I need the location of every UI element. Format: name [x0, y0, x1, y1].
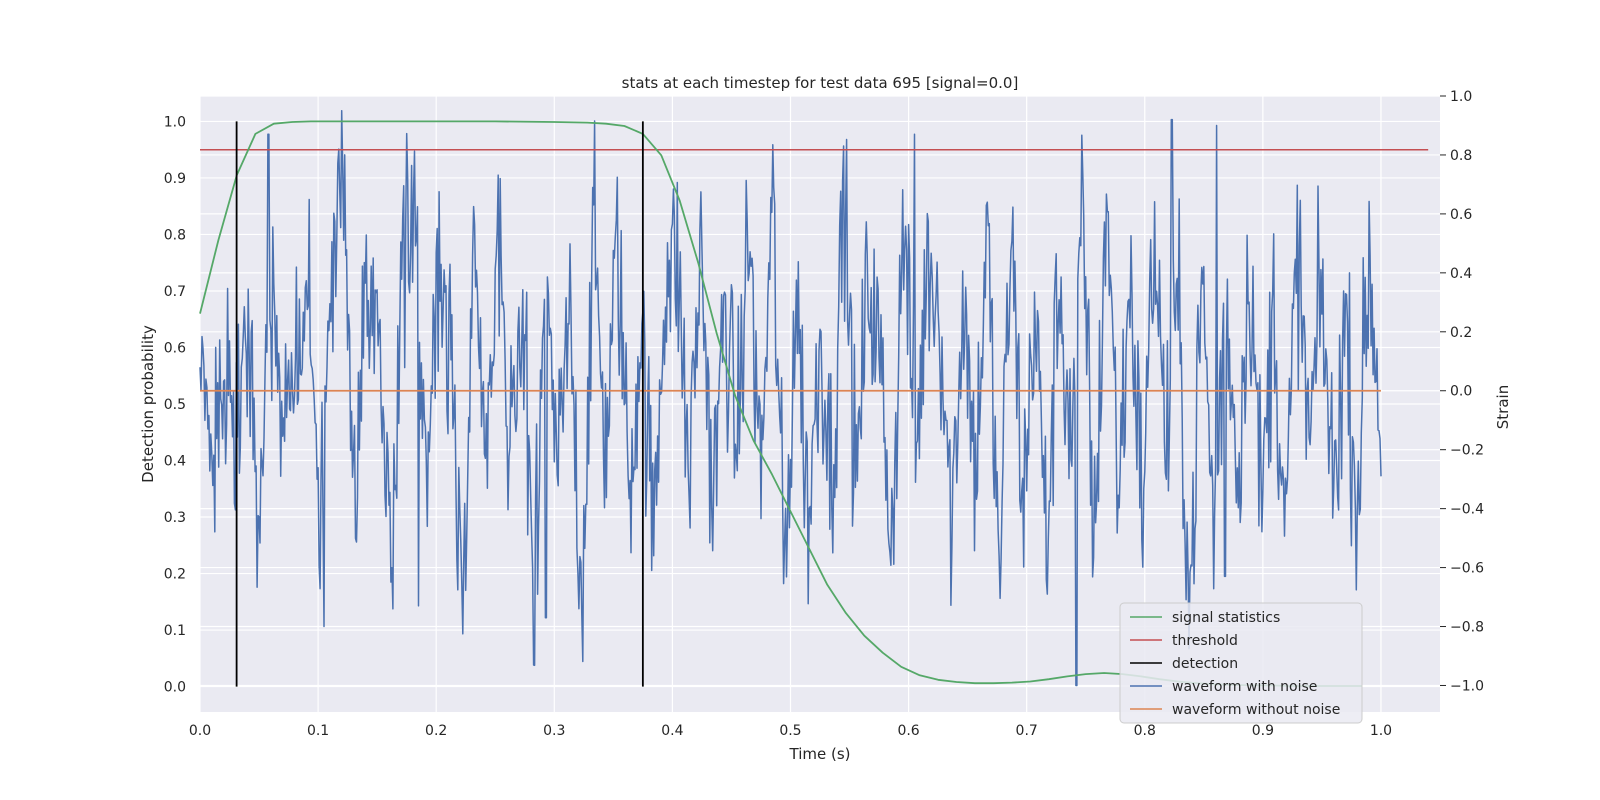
x-tick-label: 1.0 — [1370, 723, 1392, 739]
x-tick-label: 0.3 — [543, 723, 565, 739]
legend-label-noisy: waveform with noise — [1172, 679, 1317, 695]
y-right-tick-label: 0.8 — [1450, 148, 1472, 164]
x-tick-label: 0.9 — [1252, 723, 1274, 739]
legend-label-clean: waveform without noise — [1172, 702, 1340, 718]
x-tick-label: 0.5 — [779, 723, 801, 739]
x-tick-label: 0.2 — [425, 723, 447, 739]
y-left-tick-label: 0.9 — [164, 171, 186, 187]
y-left-tick-label: 0.3 — [164, 510, 186, 526]
y-right-tick-label: 0.0 — [1450, 384, 1472, 400]
y-right-tick-label: −0.2 — [1450, 443, 1484, 459]
y-right-tick-label: 0.4 — [1450, 266, 1472, 282]
y-left-tick-label: 0.1 — [164, 623, 186, 639]
y-left-tick-label: 0.8 — [164, 227, 186, 243]
ticks-layer: 0.0 0.1 0.2 0.3 0.4 0.5 0.6 0.7 0.8 0.9 1.0 0.0 0.1 0… — [164, 89, 1484, 739]
x-tick-label: 0.1 — [307, 723, 329, 739]
y-left-tick-label: 0.7 — [164, 284, 186, 300]
x-axis-label: Time (s) — [789, 745, 851, 763]
series-waveform-with-noise — [199, 109, 1382, 687]
y-left-tick-label: 1.0 — [164, 114, 186, 130]
y-right-tick-label: 0.2 — [1450, 325, 1472, 341]
x-tick-label: 0.7 — [1016, 723, 1038, 739]
y-right-tick-label: 1.0 — [1450, 89, 1472, 105]
x-tick-label: 0.0 — [189, 723, 211, 739]
y-axis-right-label: Strain — [1494, 385, 1512, 429]
y-right-tick-label: 0.6 — [1450, 207, 1472, 223]
y-right-tick-label: −1.0 — [1450, 678, 1484, 694]
chart-title: stats at each timestep for test data 695… — [622, 74, 1019, 92]
y-left-tick-label: 0.6 — [164, 340, 186, 356]
legend-label-detection: detection — [1172, 656, 1238, 672]
y-left-tick-label: 0.5 — [164, 397, 186, 413]
y-right-tick-label: −0.6 — [1450, 561, 1484, 577]
y-left-tick-label: 0.0 — [164, 680, 186, 696]
legend: signal statistics threshold detection wa… — [1119, 602, 1363, 724]
x-tick-label: 0.8 — [1134, 723, 1156, 739]
legend-label-threshold: threshold — [1172, 633, 1238, 649]
y-left-tick-label: 0.4 — [164, 454, 186, 470]
y-axis-left-label: Detection probability — [139, 325, 157, 483]
x-tick-label: 0.4 — [661, 723, 683, 739]
y-right-tick-label: −0.4 — [1450, 502, 1484, 518]
y-right-tick-label: −0.8 — [1450, 620, 1484, 636]
legend-label-signal: signal statistics — [1172, 610, 1280, 626]
y-left-tick-label: 0.2 — [164, 567, 186, 583]
x-tick-label: 0.6 — [897, 723, 919, 739]
legend-box — [1119, 602, 1363, 724]
